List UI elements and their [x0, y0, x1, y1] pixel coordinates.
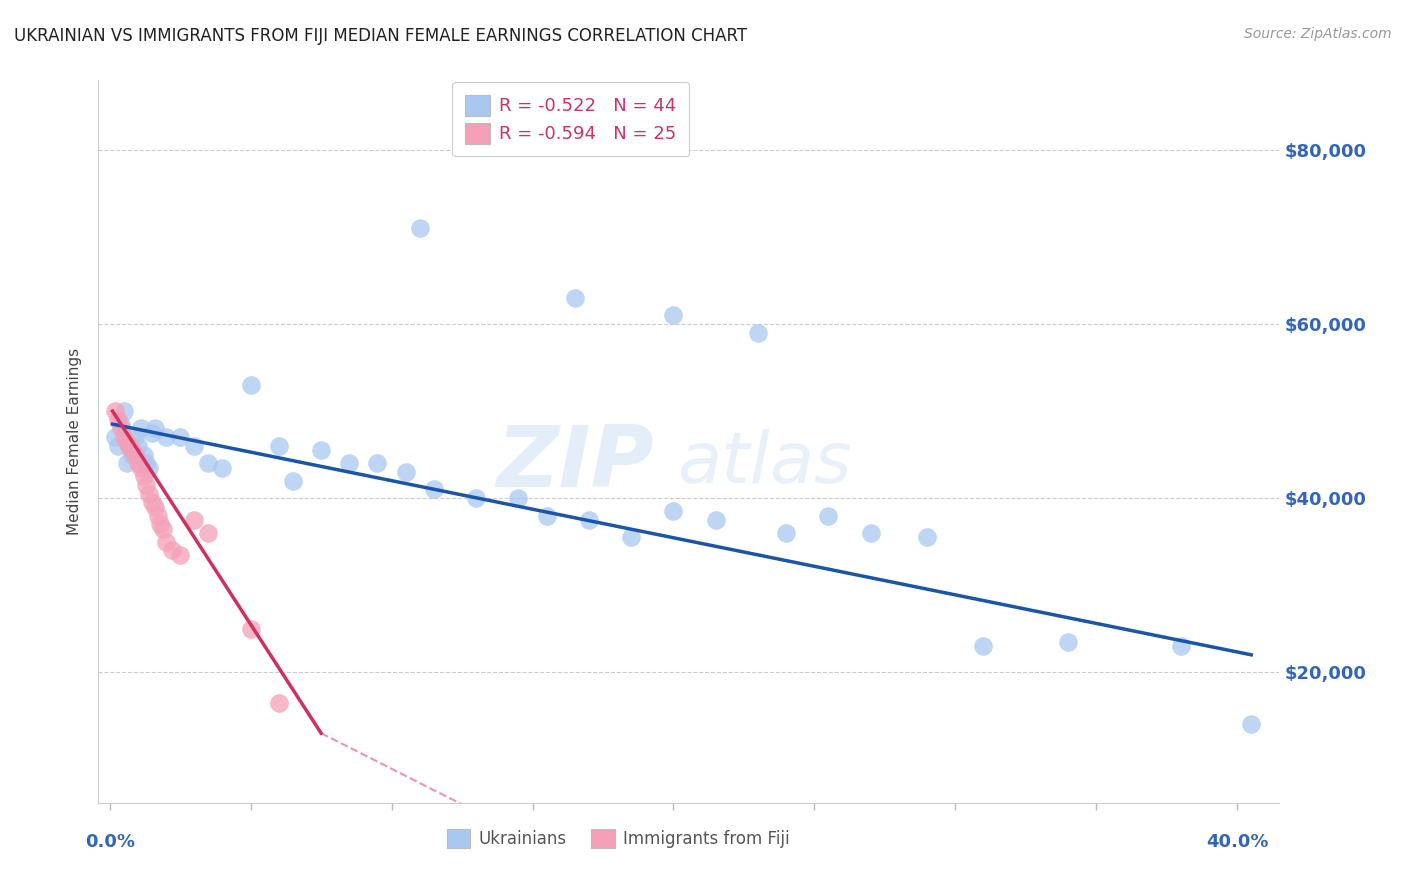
Point [508, 491, 530, 505]
Point [197, 525, 219, 540]
Point [132, 448, 155, 462]
Point [143, 421, 166, 435]
Point [138, 460, 160, 475]
Point [366, 456, 388, 470]
Point [141, 425, 163, 440]
Point [118, 439, 141, 453]
Point [747, 326, 769, 340]
Point [409, 221, 432, 235]
Point [915, 530, 938, 544]
Point [127, 439, 149, 453]
Point [104, 430, 127, 444]
Point [1240, 717, 1263, 731]
Point [239, 622, 262, 636]
Y-axis label: Median Female Earnings: Median Female Earnings [67, 348, 83, 535]
Point [121, 448, 143, 462]
Point [124, 430, 146, 444]
Point [183, 439, 205, 453]
Point [775, 525, 797, 540]
Point [141, 495, 163, 509]
Point [662, 308, 685, 322]
Point [465, 491, 488, 505]
Point [197, 456, 219, 470]
Point [124, 448, 146, 462]
Point [972, 639, 994, 653]
Point [239, 378, 262, 392]
Point [138, 487, 160, 501]
Point [817, 508, 839, 523]
Point [423, 483, 446, 497]
Point [118, 439, 141, 453]
Text: Source: ZipAtlas.com: Source: ZipAtlas.com [1244, 27, 1392, 41]
Point [183, 513, 205, 527]
Point [1170, 639, 1192, 653]
Point [859, 525, 882, 540]
Point [135, 456, 157, 470]
Point [149, 517, 172, 532]
Point [110, 417, 132, 431]
Text: ZIP: ZIP [496, 422, 654, 505]
Point [112, 404, 135, 418]
Point [129, 421, 152, 435]
Text: 0.0%: 0.0% [84, 833, 135, 851]
Point [309, 443, 332, 458]
Point [115, 434, 138, 449]
Point [121, 443, 143, 458]
Point [169, 430, 191, 444]
Point [110, 421, 132, 435]
Point [146, 508, 169, 523]
Point [132, 469, 155, 483]
Point [107, 439, 129, 453]
Point [155, 430, 177, 444]
Point [564, 291, 586, 305]
Point [152, 522, 174, 536]
Point [704, 513, 727, 527]
Point [662, 504, 685, 518]
Point [1057, 634, 1080, 648]
Text: atlas: atlas [678, 429, 852, 498]
Point [169, 548, 191, 562]
Point [115, 456, 138, 470]
Point [281, 474, 304, 488]
Point [112, 430, 135, 444]
Point [536, 508, 558, 523]
Point [620, 530, 643, 544]
Point [127, 456, 149, 470]
Point [104, 404, 127, 418]
Text: UKRAINIAN VS IMMIGRANTS FROM FIJI MEDIAN FEMALE EARNINGS CORRELATION CHART: UKRAINIAN VS IMMIGRANTS FROM FIJI MEDIAN… [14, 27, 747, 45]
Point [211, 460, 233, 475]
Point [395, 465, 418, 479]
Point [129, 460, 152, 475]
Point [578, 513, 600, 527]
Legend: Ukrainians, Immigrants from Fiji: Ukrainians, Immigrants from Fiji [434, 817, 801, 860]
Point [155, 534, 177, 549]
Point [143, 500, 166, 514]
Point [267, 696, 290, 710]
Point [337, 456, 360, 470]
Point [135, 478, 157, 492]
Point [160, 543, 183, 558]
Text: 40.0%: 40.0% [1206, 833, 1268, 851]
Point [267, 439, 290, 453]
Point [107, 413, 129, 427]
